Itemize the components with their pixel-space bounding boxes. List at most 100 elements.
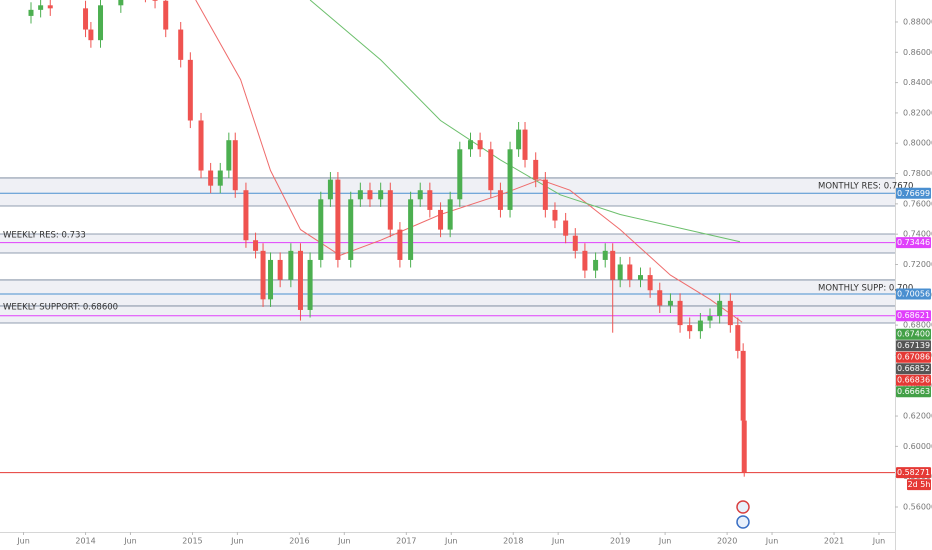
x-tick-label: Jun xyxy=(16,537,30,546)
x-tick-label: Jun xyxy=(444,537,458,546)
candles xyxy=(28,0,747,477)
candle-body xyxy=(507,149,513,210)
candle-body xyxy=(497,190,503,210)
lines xyxy=(0,0,895,474)
price-label-box xyxy=(896,187,931,199)
price-label: 0.66836 xyxy=(897,376,930,385)
zone xyxy=(0,306,895,323)
candle-body xyxy=(88,29,94,41)
candle-body xyxy=(427,190,433,210)
candle-body xyxy=(118,0,124,6)
event-icons[interactable] xyxy=(736,500,750,529)
x-tick-label: Jun xyxy=(765,537,779,546)
labels: 0.76699 0.73446 0.70056 0.68621 0.67400 0.671… xyxy=(896,187,931,491)
zone xyxy=(0,279,895,307)
x-tick-label: Jun xyxy=(230,537,244,546)
price-label: 0.58271 xyxy=(897,468,930,477)
candle-body xyxy=(28,9,34,16)
candle-body xyxy=(552,209,558,221)
candle-body xyxy=(408,199,414,260)
candle-body xyxy=(98,5,104,41)
candle-body xyxy=(163,0,169,30)
candle-body xyxy=(727,300,733,326)
price-label: 0.70056 xyxy=(897,289,930,298)
candle-body xyxy=(516,129,522,150)
candle-body xyxy=(638,275,644,280)
price-label-box xyxy=(896,386,931,398)
x-tick-label: 2015 xyxy=(182,537,202,546)
x-tick-label: Jun xyxy=(337,537,351,546)
candle-body xyxy=(647,275,653,291)
event-icon[interactable] xyxy=(736,500,750,514)
candle-body xyxy=(677,300,683,326)
moving-average xyxy=(195,0,743,323)
candle-body xyxy=(357,190,363,200)
candle-body xyxy=(467,140,473,150)
candle-body xyxy=(477,140,483,150)
countdown-box xyxy=(907,479,931,491)
candle-body xyxy=(438,209,444,230)
candle-body xyxy=(152,0,158,1)
zone-label: MONTHLY SUPP: 0.700 xyxy=(818,283,913,293)
candle-body xyxy=(260,250,266,300)
candle-body xyxy=(657,290,663,306)
event-icon[interactable] xyxy=(736,515,750,529)
price-label-box xyxy=(896,340,931,352)
price-label-box xyxy=(896,374,931,386)
candle-body xyxy=(533,159,539,180)
x-tick-label: 2018 xyxy=(503,537,523,546)
candle-body xyxy=(735,325,741,351)
candle-body xyxy=(563,220,569,236)
candle-body xyxy=(542,179,548,210)
candle-body xyxy=(226,140,232,171)
candle-body xyxy=(610,250,616,280)
zones: MONTHLY RES: 0.7670 WEEKLY RES: 0.733 MONT… xyxy=(0,177,913,324)
candle-body xyxy=(697,320,703,332)
candle-body xyxy=(602,250,608,260)
candle-body xyxy=(83,8,89,30)
candle-body xyxy=(243,190,249,241)
candle-body xyxy=(208,170,214,186)
zone xyxy=(0,234,895,253)
x-tick-label: Jun xyxy=(551,537,565,546)
candle-body xyxy=(178,29,184,60)
candle-body xyxy=(447,199,453,230)
candle-body xyxy=(367,190,373,200)
candle-body xyxy=(488,149,494,191)
price-label-box xyxy=(896,237,931,249)
candle-body xyxy=(38,5,44,10)
zone-label: WEEKLY RES: 0.733 xyxy=(3,231,86,241)
candle-body xyxy=(187,59,193,121)
candle-body xyxy=(335,179,341,260)
price-label: 0.66663 xyxy=(897,387,930,396)
candle-body xyxy=(307,259,313,310)
candle-body xyxy=(740,350,746,421)
price-label-box xyxy=(896,328,931,340)
price-label-box xyxy=(896,288,931,300)
x-tick-label: Jun xyxy=(872,537,886,546)
price-label: 0.67400 xyxy=(897,330,930,339)
countdown: 2d 5h xyxy=(908,480,931,489)
x-tick-label: Jun xyxy=(123,537,137,546)
price-label: 0.76699 xyxy=(897,189,930,198)
x-tick-label: 2019 xyxy=(610,537,630,546)
candle-body xyxy=(617,264,623,280)
candle-body xyxy=(741,420,747,473)
zone-label: WEEKLY SUPPORT: 0.68600 xyxy=(3,303,118,313)
candle-body xyxy=(667,300,673,306)
x-tick-label: 2016 xyxy=(289,537,309,546)
candle-body xyxy=(707,316,713,321)
price-label: 0.67086 xyxy=(897,353,930,362)
candle-body xyxy=(268,259,274,300)
candle-body xyxy=(387,190,393,230)
candle-body xyxy=(253,240,259,251)
candle-body xyxy=(348,199,354,260)
